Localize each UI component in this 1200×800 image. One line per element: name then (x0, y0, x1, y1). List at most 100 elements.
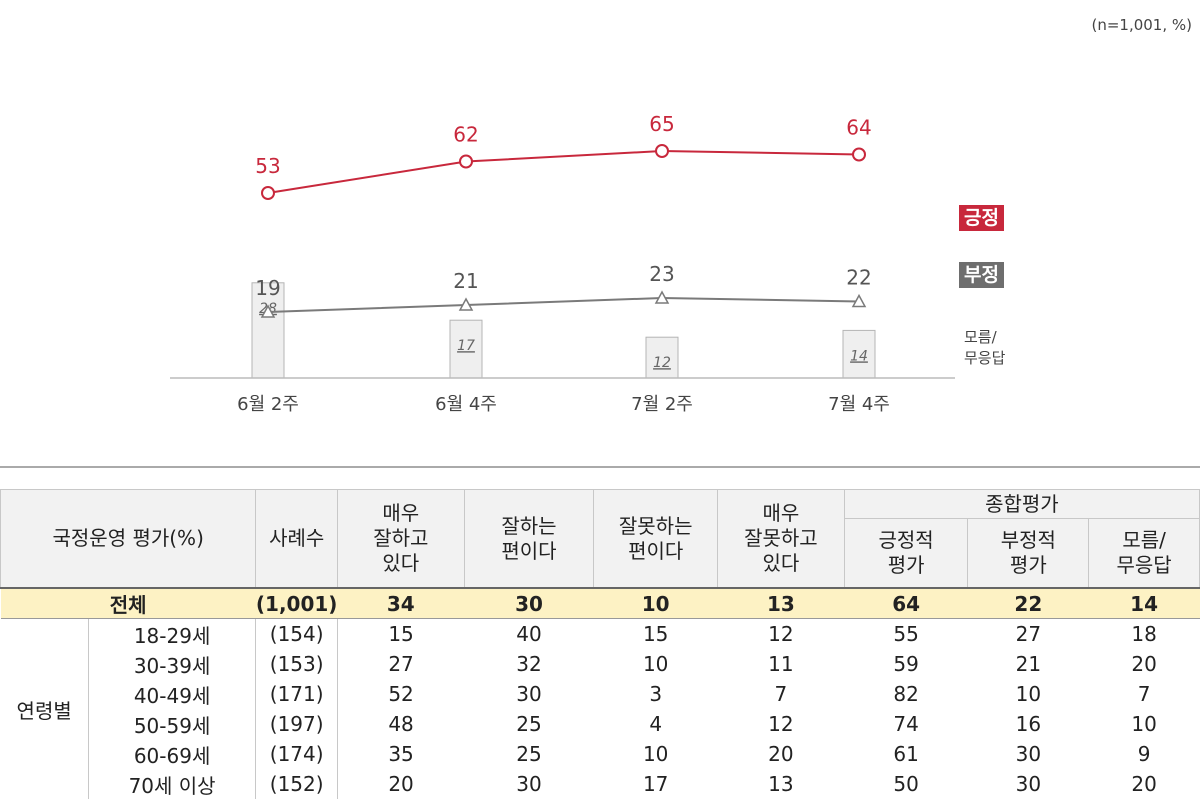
table-cell: 48 (388, 712, 414, 736)
table-cell: 16 (1015, 712, 1042, 736)
negative-value-label: 22 (846, 266, 871, 290)
header-very-bad: 매우 잘못하고 있다 (717, 489, 845, 589)
header-bad-l2: 편이다 (628, 538, 684, 563)
header-good-l2: 편이다 (501, 538, 557, 563)
table-cell: 20 (1131, 772, 1157, 796)
positive-value-label: 62 (453, 123, 478, 147)
dk-bar (842, 329, 876, 379)
positive-point (852, 147, 866, 162)
table-cell: 35 (388, 742, 414, 766)
header-pos: 긍정적 평가 (843, 518, 969, 589)
positive-value-label: 64 (846, 116, 871, 140)
row-count: (154) (255, 618, 338, 649)
negative-value-label: 23 (649, 262, 674, 286)
negative-point (851, 293, 867, 308)
row-label: 30-39세 (88, 649, 257, 679)
table-row: 50-59세 (197) 48 25 4 12 74 16 10 (1, 709, 1200, 739)
table-cell: 7 (1137, 682, 1151, 706)
row-label: 70세 이상 (88, 769, 257, 799)
dk-bar-label: 14 (850, 348, 868, 364)
table-cell: 13 (768, 772, 794, 796)
negative-point (458, 297, 474, 311)
header-dk-l1: 모름/ (1122, 528, 1166, 552)
dk-bar (645, 336, 679, 379)
header-very-good-l3: 있다 (382, 551, 420, 575)
legend-dk-line1: 모름/ (964, 328, 997, 346)
row-count: (171) (255, 679, 338, 709)
table-row: 60-69세 (174) 35 25 10 20 61 30 9 (1, 739, 1200, 769)
negative-line (267, 296, 860, 313)
table-cell: 55 (893, 622, 919, 646)
table-row: 연령별 18-29세 (154) 15 40 15 12 55 27 18 (0, 618, 1200, 799)
x-tick-label: 6월 4주 (435, 394, 497, 415)
header-neg-l2: 평가 (1009, 553, 1047, 577)
positive-point (655, 144, 669, 158)
positive-point (261, 186, 275, 200)
dk-bar-label: 17 (457, 338, 475, 354)
table-cell: 10 (1131, 712, 1157, 736)
legend-negative: 부정 (959, 262, 1004, 288)
header-dk-l2: 무응답 (1116, 553, 1172, 577)
table-cell: 20 (388, 772, 414, 796)
sample-note: (n=1,001, %) (1091, 16, 1192, 34)
total-row: 전체 (1,001) 34 30 10 13 64 22 14 (0, 587, 1200, 619)
negative-value-label: 19 (255, 276, 280, 300)
table-cell: 9 (1137, 742, 1151, 766)
table-cell: 15 (388, 622, 414, 646)
total-cell: 14 (1088, 587, 1200, 619)
evaluation-table: 국정운영 평가(%) 사례수 매우 잘하고 있다 잘하는 편이다 잘못하는 편이… (0, 489, 1200, 799)
table-cell: 11 (768, 652, 794, 676)
positive-value-label: 53 (255, 154, 280, 178)
table-cell: 10 (1015, 682, 1042, 706)
header-very-bad-l1: 매우 (762, 501, 800, 525)
row-label: 18-29세 (88, 618, 257, 649)
positive-point (459, 154, 473, 169)
legend-dk-line2: 무응답 (964, 349, 1006, 367)
dk-bar (449, 319, 483, 379)
group-label: 연령별 (0, 618, 89, 799)
row-count: (197) (255, 709, 338, 739)
total-cell: 10 (593, 587, 718, 619)
table-cell: 17 (642, 772, 669, 796)
table-cell: 27 (1015, 622, 1042, 646)
legend-positive: 긍정 (959, 205, 1004, 231)
table-cell: 21 (1015, 652, 1042, 676)
header-very-good-l2: 잘하고 (373, 526, 429, 550)
table-cell: 74 (893, 712, 919, 736)
total-count: (1,001) (255, 587, 338, 619)
negative-point (260, 304, 276, 318)
table-cell: 30 (1015, 742, 1042, 766)
row-count: (174) (255, 739, 338, 769)
total-cell: 34 (337, 587, 465, 619)
row-count: (152) (255, 769, 338, 799)
table-cell: 12 (768, 622, 794, 646)
table-cell: 52 (388, 682, 414, 706)
table-cell: 59 (893, 652, 919, 676)
row-count: (153) (255, 649, 338, 679)
header-pos-l2: 평가 (887, 553, 925, 577)
table-cell: 32 (516, 652, 542, 676)
row-label: 50-59세 (88, 709, 257, 739)
table-cell: 12 (768, 712, 794, 736)
header-very-bad-l2: 잘못하고 (744, 526, 818, 550)
table-cell: 7 (774, 682, 788, 706)
negative-point (654, 290, 670, 304)
dk-bar (251, 282, 285, 379)
header-overall: 종합평가 (843, 489, 1200, 519)
table-cell: 27 (388, 652, 414, 676)
total-cell: 22 (967, 587, 1089, 619)
table-cell: 15 (642, 622, 669, 646)
header-dk: 모름/ 무응답 (1088, 518, 1200, 589)
positive-value-label: 65 (649, 112, 674, 136)
table-cell: 30 (516, 682, 542, 706)
total-cell: 30 (464, 587, 594, 619)
x-tick-label: 6월 2주 (237, 394, 299, 415)
header-pos-l1: 긍정적 (878, 528, 934, 552)
total-cell: 13 (717, 587, 845, 619)
header-very-good: 매우 잘하고 있다 (336, 489, 465, 589)
table-cell: 10 (642, 742, 669, 766)
total-cell: 64 (844, 587, 968, 619)
header-label: 국정운영 평가(%) (0, 489, 257, 589)
table-cell: 40 (516, 622, 542, 646)
